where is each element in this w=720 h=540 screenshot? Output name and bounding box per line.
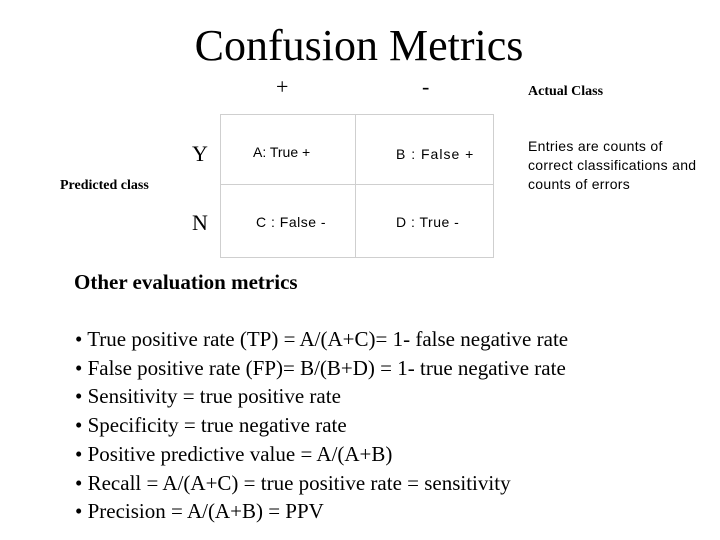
cell-false-positive: B : False + [396, 146, 475, 162]
metric-item: • True positive rate (TP) = A/(A+C)= 1- … [75, 327, 569, 351]
cell-true-negative: D : True - [396, 214, 460, 230]
matrix-note: Entries are counts of correct classifica… [528, 138, 697, 192]
metrics-list: • True positive rate (TP) = A/(A+C)= 1- … [75, 325, 568, 526]
metric-item: • Precision = A/(A+B) = PPV [75, 499, 324, 524]
cell-true-positive: A: True + [253, 144, 311, 160]
metric-item: • Specificity = true negative rate [75, 413, 347, 438]
confusion-matrix-grid [220, 114, 494, 258]
metric-item: • Sensitivity = true positive rate [75, 384, 341, 409]
slide-title: Confusion Metrics [0, 20, 720, 72]
metric-item: • Positive predictive value = A/(A+B) [75, 441, 393, 466]
grid-divider-horizontal [221, 184, 493, 185]
cell-false-negative: C : False - [256, 214, 327, 230]
section-heading: Other evaluation metrics [74, 270, 298, 294]
actual-class-label: Actual Class [528, 84, 604, 99]
metric-item: • False positive rate (FP)= B/(B+D) = 1-… [75, 355, 566, 380]
row-label-no: N [192, 210, 208, 235]
column-header-negative: - [422, 74, 430, 99]
grid-divider-vertical [355, 115, 356, 257]
column-header-positive: + [276, 74, 289, 99]
slide-title-text: Confusion Metrics [194, 21, 524, 70]
row-label-yes: Y [192, 141, 208, 166]
predicted-class-label: Predicted class [60, 178, 149, 193]
metric-item: • Recall = A/(A+C) = true positive rate … [75, 470, 511, 495]
